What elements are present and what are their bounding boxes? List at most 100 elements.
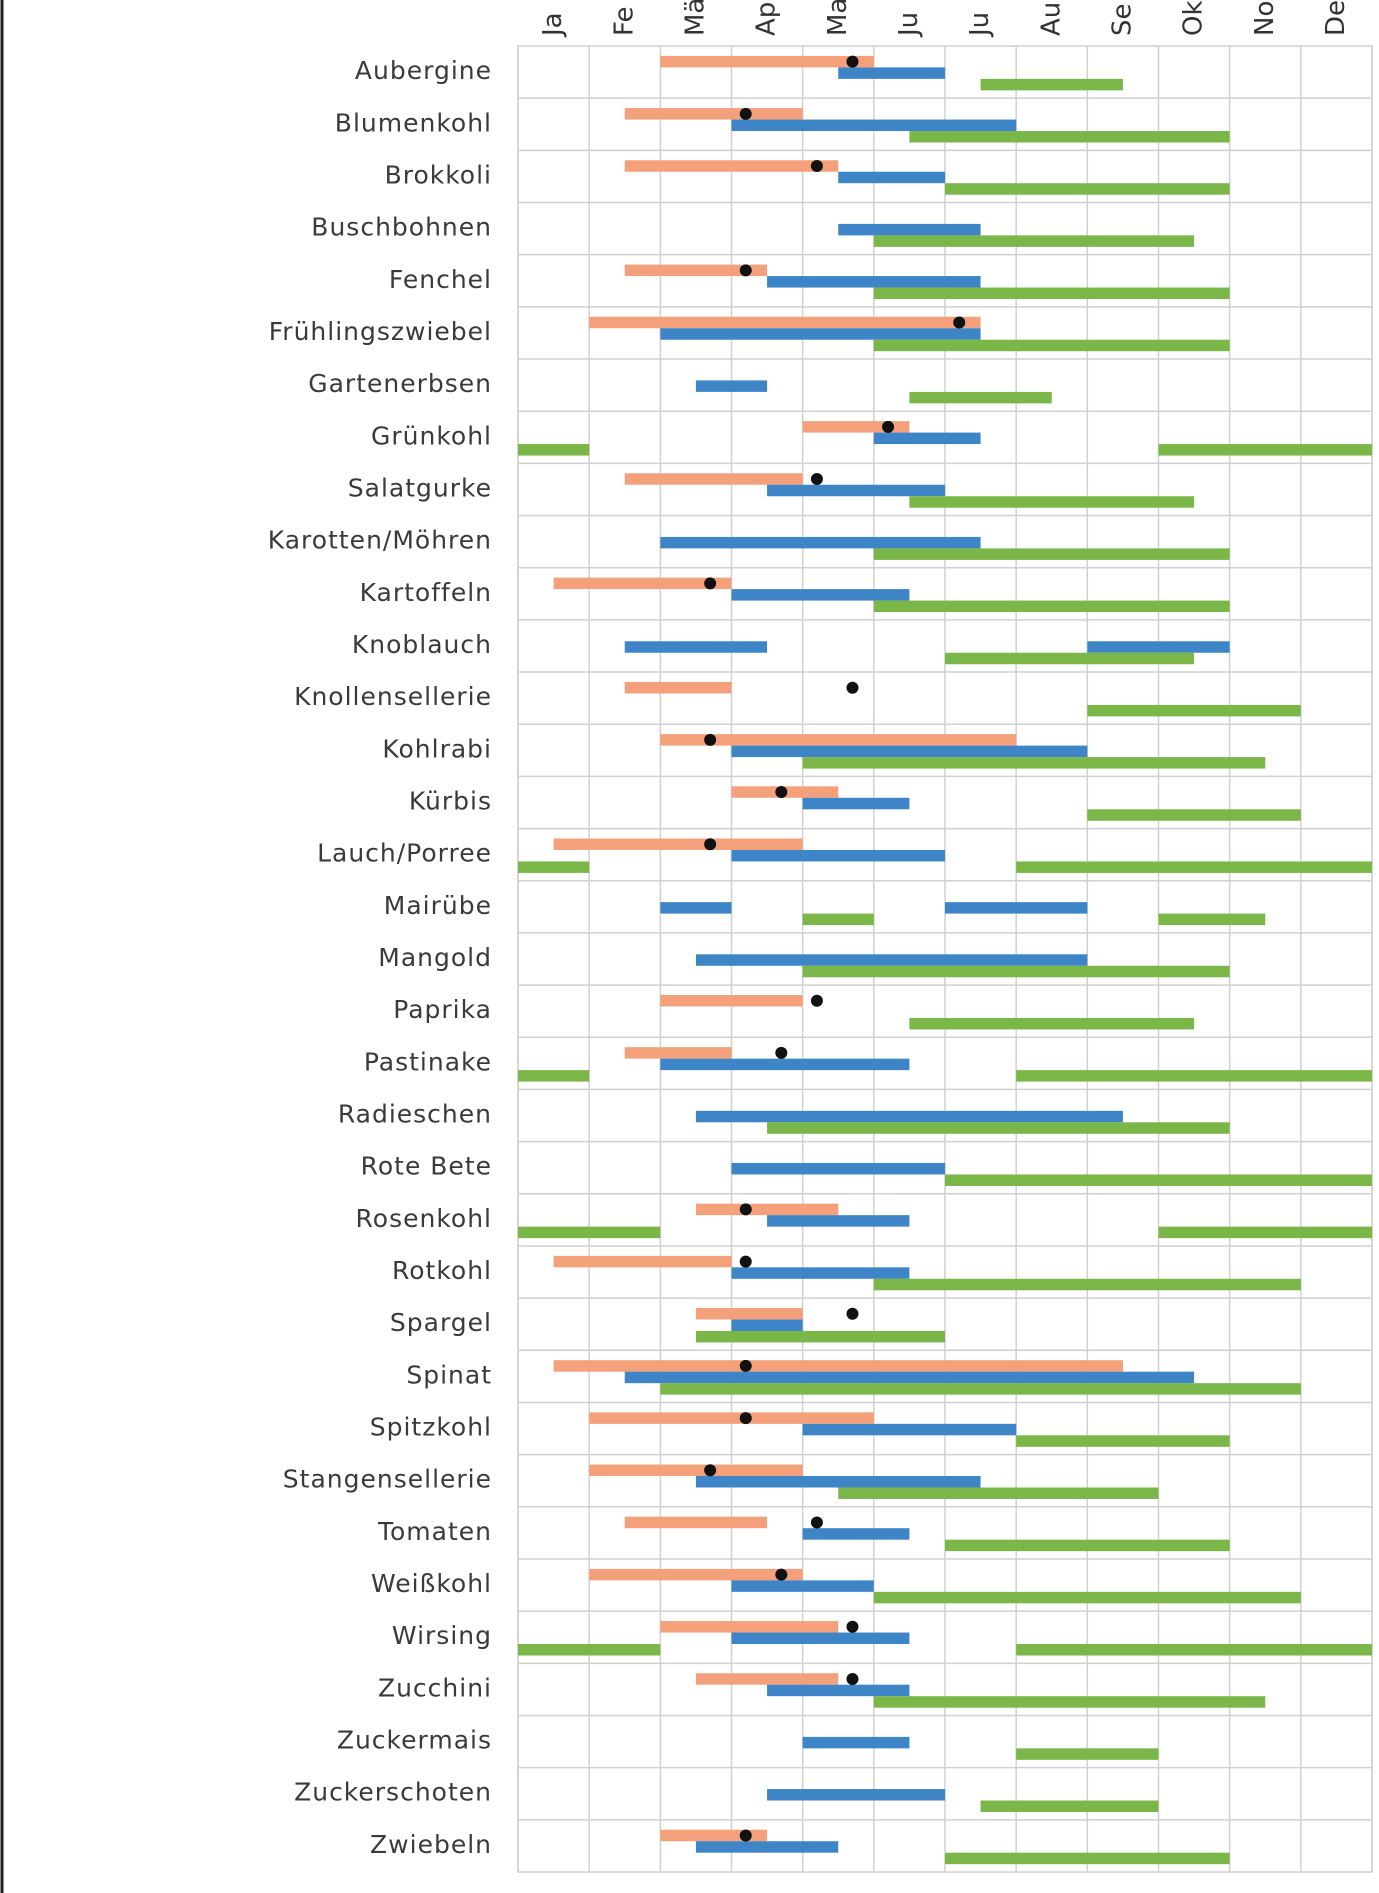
bar-segment: [518, 444, 589, 455]
bar-segment: [1016, 1070, 1372, 1081]
marker-dot: [775, 1047, 787, 1059]
bar-segment: [874, 1592, 1301, 1603]
bar-segment: [838, 1487, 1158, 1498]
bar-segment: [767, 1122, 1230, 1133]
month-label: Ap: [752, 2, 782, 36]
bar-segment: [732, 1267, 910, 1278]
bar-segment: [767, 1789, 945, 1800]
bar-segment: [945, 1174, 1372, 1185]
bar-segment: [589, 1412, 874, 1423]
bar-segment: [1159, 444, 1373, 455]
row-label: Knollensellerie: [294, 682, 492, 711]
row-label: Mangold: [378, 943, 492, 972]
bar-segment: [945, 902, 1087, 913]
row-label: Pastinake: [364, 1047, 492, 1076]
bar-segment: [838, 224, 980, 235]
month-label: Ju: [894, 12, 924, 38]
row-label: Zucchini: [378, 1673, 492, 1702]
bar-segment: [518, 861, 589, 872]
row-label: Kohlrabi: [382, 734, 492, 763]
row-label: Fenchel: [389, 265, 492, 294]
marker-dot: [846, 682, 858, 694]
bar-segment: [981, 1801, 1159, 1812]
month-label: Ja: [538, 12, 568, 38]
bar-segment: [554, 838, 803, 849]
bar-segment: [554, 1360, 1123, 1371]
bar-segment: [909, 496, 1194, 507]
month-label: Mä: [680, 0, 710, 36]
bar-segment: [660, 328, 980, 339]
bar-segment: [625, 1517, 767, 1528]
row-label: Rosenkohl: [356, 1204, 492, 1233]
bar-segment: [803, 798, 910, 809]
marker-dot: [811, 1516, 823, 1528]
bar-segment: [732, 589, 910, 600]
bar-segment: [696, 1308, 803, 1319]
row-label: Buschbohnen: [311, 213, 492, 242]
bar-segment: [660, 537, 980, 548]
row-label: Frühlingszwiebel: [269, 317, 492, 346]
row-label: Spargel: [390, 1308, 492, 1337]
bar-segment: [803, 1737, 910, 1748]
bar-segment: [696, 1331, 945, 1342]
marker-dot: [846, 1673, 858, 1685]
bar-segment: [874, 601, 1230, 612]
row-label: Karotten/Möhren: [268, 526, 492, 555]
row-label: Gartenerbsen: [308, 369, 492, 398]
bar-segment: [696, 954, 1087, 965]
bar-segment: [803, 757, 1266, 768]
marker-dot: [775, 1569, 787, 1581]
marker-dot: [953, 317, 965, 329]
bar-segment: [660, 995, 802, 1006]
bar-segment: [732, 1320, 803, 1331]
bar-segment: [589, 317, 980, 328]
marker-dot: [704, 838, 716, 850]
bar-segment: [981, 79, 1123, 90]
bar-segment: [696, 1204, 838, 1215]
bar-segment: [767, 1685, 909, 1696]
bar-segment: [767, 485, 945, 496]
bar-segment: [696, 1476, 981, 1487]
marker-dot: [846, 1621, 858, 1633]
month-label: Se: [1107, 4, 1137, 37]
row-label: Salatgurke: [348, 473, 492, 502]
bar-segment: [945, 183, 1230, 194]
row-label: Tomaten: [377, 1517, 492, 1546]
bar-segment: [732, 1580, 874, 1591]
bar-segment: [660, 1383, 1300, 1394]
bar-segment: [945, 1540, 1230, 1551]
bar-segment: [874, 1696, 1265, 1707]
bar-segment: [732, 746, 1088, 757]
row-label: Paprika: [393, 995, 492, 1024]
bar-segment: [732, 1633, 910, 1644]
bar-segment: [909, 131, 1229, 142]
marker-dot: [740, 1203, 752, 1215]
bar-segment: [660, 56, 874, 67]
row-label: Grünkohl: [371, 421, 492, 450]
marker-dot: [704, 734, 716, 746]
bar-segment: [518, 1644, 660, 1655]
bar-segment: [874, 1279, 1301, 1290]
row-label: Stangensellerie: [283, 1465, 492, 1494]
bar-segment: [803, 914, 874, 925]
bar-segment: [660, 1621, 838, 1632]
bar-segment: [909, 392, 1051, 403]
marker-dot: [740, 1256, 752, 1268]
bar-segment: [732, 1163, 946, 1174]
row-label: Weißkohl: [371, 1569, 492, 1598]
marker-dot: [775, 786, 787, 798]
bar-segment: [874, 340, 1230, 351]
marker-dot: [882, 421, 894, 433]
bar-segment: [874, 548, 1230, 559]
month-label: Au: [1036, 2, 1066, 36]
bar-segment: [1016, 1644, 1372, 1655]
bar-segment: [589, 1465, 803, 1476]
bar-segment: [554, 1256, 732, 1267]
marker-dot: [740, 264, 752, 276]
bar-segment: [625, 108, 803, 119]
bar-segment: [838, 172, 945, 183]
bar-segment: [1016, 1435, 1230, 1446]
row-label: Kartoffeln: [360, 578, 492, 607]
bar-segment: [732, 850, 946, 861]
bar-segment: [625, 160, 839, 171]
